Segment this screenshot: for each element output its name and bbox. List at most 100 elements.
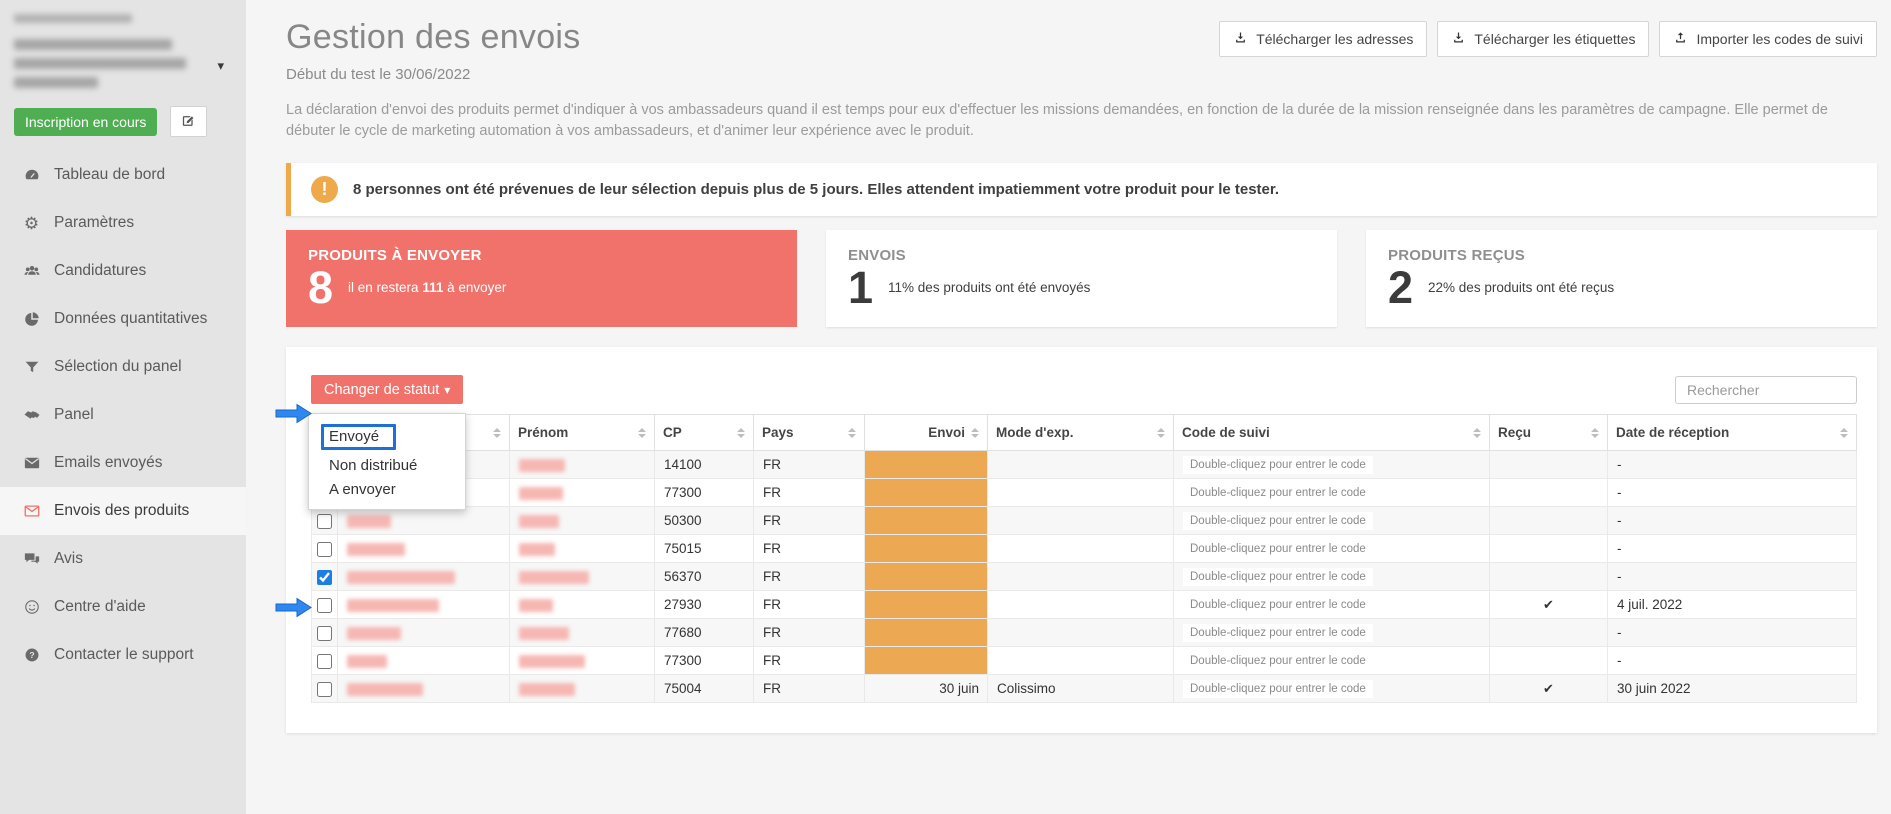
- code-suivi-cell[interactable]: Double-cliquez pour entrer le code: [1173, 618, 1490, 648]
- button-label: Télécharger les étiquettes: [1474, 31, 1636, 47]
- column-header[interactable]: Prénom: [509, 414, 655, 452]
- code-suivi-cell[interactable]: Double-cliquez pour entrer le code: [1173, 674, 1490, 704]
- pays-cell: FR: [753, 590, 865, 620]
- stat-note: 11% des produits ont été envoyés: [888, 280, 1091, 296]
- edit-button[interactable]: [170, 106, 208, 137]
- status-badge: Inscription en cours: [14, 107, 158, 136]
- checkbox-cell: [311, 674, 338, 704]
- envelope-open-icon: [22, 502, 41, 520]
- prenom-cell: [509, 534, 655, 564]
- redacted-user-line-3: [14, 77, 98, 88]
- column-label: CP: [663, 425, 682, 441]
- row-checkbox[interactable]: [317, 569, 332, 585]
- prenom-cell: [509, 646, 655, 676]
- table-row: 14100 FR Double-cliquez pour entrer le c…: [311, 450, 1857, 480]
- sidebar-item-product-shipments[interactable]: Envois des produits: [0, 487, 246, 535]
- sort-icon: [1840, 427, 1848, 438]
- cp-cell: 50300: [654, 506, 754, 536]
- pays-cell: FR: [753, 674, 865, 704]
- column-header[interactable]: Code de suivi: [1173, 414, 1490, 452]
- code-suivi-cell[interactable]: Double-cliquez pour entrer le code: [1173, 646, 1490, 676]
- envoi-cell: [864, 618, 988, 648]
- redacted-name: [347, 570, 455, 584]
- chevron-down-icon[interactable]: ▾: [217, 58, 224, 73]
- code-suivi-cell[interactable]: Double-cliquez pour entrer le code: [1173, 562, 1490, 592]
- code-suivi-cell[interactable]: Double-cliquez pour entrer le code: [1173, 590, 1490, 620]
- sidebar-item-dashboard[interactable]: Tableau de bord: [0, 151, 246, 199]
- code-suivi-cell[interactable]: Double-cliquez pour entrer le code: [1173, 450, 1490, 480]
- code-suivi-cell[interactable]: Double-cliquez pour entrer le code: [1173, 506, 1490, 536]
- handshake-icon: [22, 406, 41, 424]
- redacted-campaign-name: [14, 14, 132, 23]
- column-header[interactable]: Mode d'exp.: [987, 414, 1174, 452]
- cp-cell: 75015: [654, 534, 754, 564]
- redacted-firstname: [519, 570, 589, 584]
- redacted-firstname: [519, 626, 569, 640]
- download-labels-button[interactable]: Télécharger les étiquettes: [1437, 21, 1650, 57]
- row-checkbox[interactable]: [317, 513, 332, 529]
- code-suivi-cell[interactable]: Double-cliquez pour entrer le code: [1173, 478, 1490, 508]
- mode-exp-cell: [987, 618, 1174, 648]
- change-status-button[interactable]: Changer de statut ▾: [311, 375, 464, 405]
- cp-cell: 14100: [654, 450, 754, 480]
- table-row: 75004 FR 30 juin Colissimo Double-clique…: [311, 674, 1857, 704]
- page-title: Gestion des envois: [286, 18, 581, 56]
- pays-cell: FR: [753, 478, 865, 508]
- row-checkbox[interactable]: [317, 653, 332, 669]
- stat-value: 1: [848, 262, 874, 314]
- column-header[interactable]: Date de réception: [1607, 414, 1857, 452]
- stat-card: PRODUITS REÇUS 2 22% des produits ont ét…: [1366, 230, 1877, 328]
- column-header[interactable]: Pays: [753, 414, 865, 452]
- dropdown-item[interactable]: Non distribué: [329, 457, 418, 475]
- annotation-arrow-status-button: [275, 402, 312, 425]
- checkbox-cell: [311, 534, 338, 564]
- sidebar-item-contact-support[interactable]: ? Contacter le support: [0, 631, 246, 679]
- redacted-name: [347, 598, 439, 612]
- dropdown-item[interactable]: A envoyer: [329, 481, 396, 499]
- column-header[interactable]: Reçu: [1489, 414, 1608, 452]
- comments-icon: [22, 550, 41, 568]
- pays-cell: FR: [753, 450, 865, 480]
- code-placeholder: Double-cliquez pour entrer le code: [1183, 567, 1373, 586]
- row-checkbox[interactable]: [317, 541, 332, 557]
- row-checkbox[interactable]: [317, 681, 332, 697]
- page-subtitle: Début du test le 30/06/2022: [286, 66, 471, 83]
- nom-cell: [337, 562, 510, 592]
- sidebar-item-applications[interactable]: Candidatures: [0, 247, 246, 295]
- mode-exp-cell: [987, 562, 1174, 592]
- column-header[interactable]: Envoi: [864, 414, 988, 452]
- row-checkbox[interactable]: [317, 597, 332, 613]
- search-input[interactable]: [1675, 375, 1857, 404]
- table-row: 27930 FR Double-cliquez pour entrer le c…: [311, 590, 1857, 620]
- sidebar-item-help-center[interactable]: Centre d'aide: [0, 583, 246, 631]
- download-icon: [1451, 30, 1466, 48]
- sidebar-item-label: Panel: [54, 406, 94, 423]
- sidebar-item-label: Emails envoyés: [54, 454, 163, 471]
- sidebar-item-quantitative[interactable]: Données quantitatives: [0, 295, 246, 343]
- dropdown-item[interactable]: Envoyé: [309, 421, 465, 454]
- envoi-cell: [864, 562, 988, 592]
- sidebar-item-emails-sent[interactable]: Emails envoyés: [0, 439, 246, 487]
- mode-exp-cell: Colissimo: [987, 674, 1174, 704]
- sidebar-item-settings[interactable]: ⚙ Paramètres: [0, 199, 246, 247]
- prenom-cell: [509, 674, 655, 704]
- pays-cell: FR: [753, 562, 865, 592]
- sidebar-item-panel-selection[interactable]: Sélection du panel: [0, 343, 246, 391]
- sidebar-item-panel[interactable]: Panel: [0, 391, 246, 439]
- code-suivi-cell[interactable]: Double-cliquez pour entrer le code: [1173, 534, 1490, 564]
- recu-cell: [1489, 506, 1608, 536]
- sidebar-item-reviews[interactable]: Avis: [0, 535, 246, 583]
- prenom-cell: [509, 562, 655, 592]
- recu-cell: [1489, 534, 1608, 564]
- question-icon: ?: [22, 646, 41, 664]
- download-addresses-button[interactable]: Télécharger les adresses: [1219, 21, 1428, 57]
- nom-cell: [337, 618, 510, 648]
- column-header[interactable]: CP: [654, 414, 754, 452]
- envoi-cell: [864, 506, 988, 536]
- sidebar-item-label: Avis: [54, 550, 84, 567]
- button-label: Télécharger les adresses: [1256, 31, 1414, 47]
- nom-cell: [337, 534, 510, 564]
- import-tracking-button[interactable]: Importer les codes de suivi: [1659, 21, 1877, 57]
- table-row: 50300 FR Double-cliquez pour entrer le c…: [311, 506, 1857, 536]
- row-checkbox[interactable]: [317, 625, 332, 641]
